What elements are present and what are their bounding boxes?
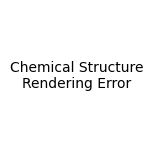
Text: Chemical Structure
Rendering Error: Chemical Structure Rendering Error xyxy=(10,61,144,91)
